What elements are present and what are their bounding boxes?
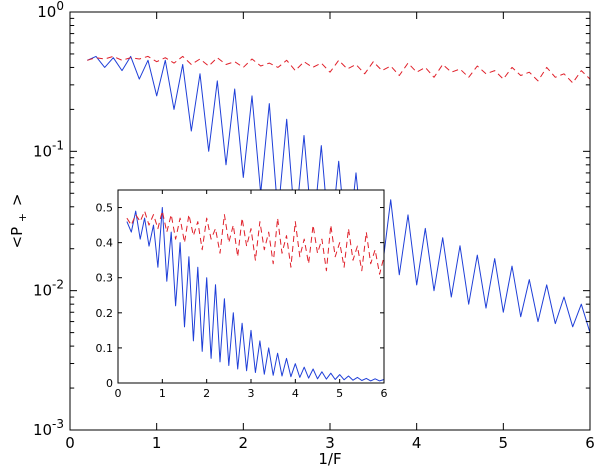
main-x-tick-label: 3 xyxy=(325,434,335,452)
inset-series-group xyxy=(126,207,385,382)
main-x-tick-label: 0 xyxy=(65,434,75,452)
inset-background xyxy=(118,190,384,383)
inset-x-tick-label: 6 xyxy=(381,387,388,400)
main-y-tick-label-base: 10 xyxy=(33,282,52,300)
main-x-axis-label: 1/F xyxy=(318,450,341,468)
main-x-tick-label: 4 xyxy=(412,434,422,452)
main-y-tick-label-exponent: -3 xyxy=(52,417,64,431)
main-x-tick-label: 2 xyxy=(239,434,249,452)
main-series-dashed-line xyxy=(87,55,591,84)
main-y-tick-label: 100 xyxy=(37,0,64,21)
main-x-tick-label: 6 xyxy=(585,434,595,452)
inset-chart: 0 1 2 3 4 5 6 0 0.1 0.2 0.3 0.4 0.5 xyxy=(96,189,388,400)
main-y-axis-label: <P + > xyxy=(8,194,30,249)
main-y-axis-label-main: <P xyxy=(8,227,26,249)
inset-y-tick-label: 0.5 xyxy=(96,202,114,215)
inset-x-tick-label: 2 xyxy=(203,387,210,400)
main-y-tick-label: 10-1 xyxy=(33,138,64,160)
inset-series-solid-line xyxy=(126,207,385,382)
inset-x-tick-label: 3 xyxy=(248,387,255,400)
inset-x-tick-label: 4 xyxy=(292,387,299,400)
main-y-tick-label-exponent: -2 xyxy=(52,278,64,292)
main-x-tick-label: 1 xyxy=(152,434,162,452)
inset-y-tick-label: 0.2 xyxy=(96,307,114,320)
inset-series-dashed-line xyxy=(126,210,385,275)
inset-x-tick-label: 5 xyxy=(336,387,343,400)
inset-x-tick-label: 0 xyxy=(115,387,122,400)
inset-y-tick-label: 0.1 xyxy=(96,342,114,355)
main-series-group xyxy=(87,55,591,333)
main-y-tick-label-exponent: 0 xyxy=(56,0,64,13)
main-y-axis-label-close: > xyxy=(8,194,26,207)
main-y-tick-label: 10-3 xyxy=(33,417,64,439)
inset-y-tick-label: 0.3 xyxy=(96,272,114,285)
main-y-tick-label-base: 10 xyxy=(33,421,52,439)
inset-y-tick-label: 0 xyxy=(106,377,113,390)
main-y-tick-label-base: 10 xyxy=(33,142,52,160)
main-y-tick-label-base: 10 xyxy=(37,3,56,21)
main-y-tick-label: 10-2 xyxy=(33,278,64,300)
inset-y-tick-label: 0.4 xyxy=(96,237,114,250)
main-x-tick-label: 5 xyxy=(499,434,509,452)
main-series-solid-line xyxy=(87,55,591,333)
main-y-tick-label-exponent: -1 xyxy=(52,138,64,152)
inset-ticks-group: 0 1 2 3 4 5 6 0 0.1 0.2 0.3 0.4 0.5 xyxy=(96,190,388,400)
inset-x-tick-label: 1 xyxy=(159,387,166,400)
main-y-axis-label-subscript: + xyxy=(16,213,29,222)
